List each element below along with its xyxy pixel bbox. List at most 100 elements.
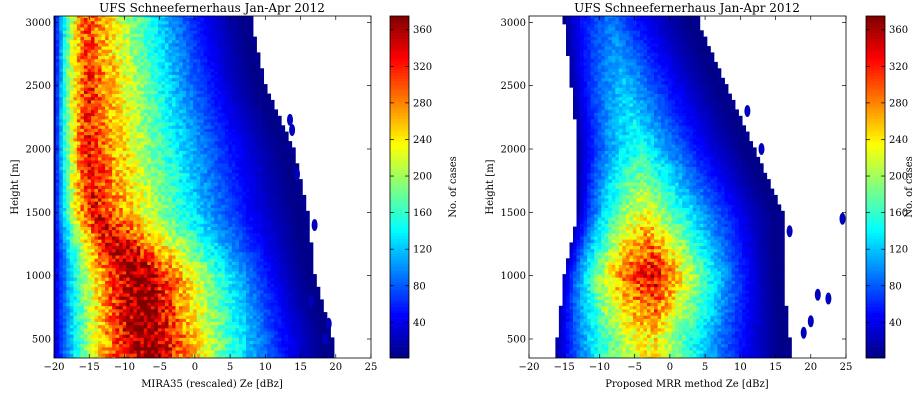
heatmap-cell [196, 280, 201, 284]
heatmap-cell [157, 267, 162, 272]
heatmap-cell [69, 188, 74, 193]
heatmap-cell [189, 204, 194, 208]
heatmap-cell [179, 217, 183, 221]
heatmap-cell [224, 182, 229, 186]
heatmap-cell [126, 198, 131, 202]
heatmap-cell [91, 147, 95, 151]
heatmap-cell [54, 163, 57, 167]
heatmap-cell [249, 337, 254, 341]
heatmap-cell [253, 220, 257, 224]
heatmap-cell [221, 289, 226, 294]
heatmap-cell [76, 185, 81, 189]
heatmap-cell [119, 242, 124, 246]
heatmap-cell [119, 302, 124, 307]
heatmap-cell [281, 315, 286, 319]
heatmap-cell [249, 286, 254, 291]
heatmap-cell [207, 327, 212, 332]
heatmap-cell [281, 207, 286, 212]
heatmap-cell [281, 270, 286, 275]
heatmap-cell [214, 217, 219, 221]
heatmap-cell [298, 213, 303, 218]
heatmap-cell [267, 185, 272, 189]
heatmap-cell [207, 277, 212, 281]
heatmap-cell [87, 299, 92, 303]
heatmap-cell [189, 242, 194, 246]
heatmap-cell [66, 182, 71, 186]
heatmap-cell [59, 156, 64, 161]
heatmap-cell [260, 220, 265, 224]
heatmap-cell [122, 163, 127, 167]
heatmap-cell [203, 321, 208, 326]
heatmap-cell [182, 204, 187, 208]
heatmap-cell [133, 289, 138, 294]
heatmap-cell [203, 179, 208, 183]
heatmap-cell [189, 270, 194, 275]
heatmap-cell [214, 188, 219, 193]
heatmap-cell [143, 160, 148, 164]
heatmap-cell [157, 324, 162, 329]
heatmap-cell [164, 261, 169, 265]
heatmap-cell [175, 191, 180, 196]
heatmap-cell [66, 160, 71, 164]
heatmap-cell [147, 270, 152, 275]
heatmap-cell [235, 261, 240, 265]
heatmap-cell [54, 150, 57, 155]
heatmap-cell [108, 229, 113, 234]
heatmap-cell [214, 163, 219, 167]
heatmap-cell [87, 204, 92, 208]
heatmap-cell [263, 191, 268, 196]
heatmap-cell [168, 207, 173, 212]
heatmap-cell [101, 160, 106, 164]
heatmap-cell [288, 217, 293, 221]
heatmap-cell [323, 350, 328, 354]
heatmap-cell [119, 201, 124, 205]
heatmap-cell [200, 340, 205, 345]
heatmap-cell [55, 172, 60, 177]
heatmap-cell [196, 318, 201, 322]
heatmap-cell [189, 172, 194, 177]
heatmap-cell [284, 286, 289, 291]
heatmap-cell [112, 160, 117, 164]
heatmap-cell [143, 182, 148, 186]
heatmap-cell [267, 204, 272, 208]
heatmap-cell [66, 220, 71, 224]
heatmap-cell [312, 286, 317, 291]
heatmap-cell [54, 280, 57, 284]
heatmap-cell [69, 226, 74, 231]
heatmap-cell [119, 226, 124, 231]
heatmap-cell [291, 147, 296, 151]
heatmap-cell [256, 153, 261, 158]
heatmap-cell [108, 185, 113, 189]
heatmap-cell [319, 302, 324, 307]
heatmap-cell [83, 147, 88, 151]
heatmap-cell [83, 318, 88, 322]
heatmap-cell [136, 201, 141, 205]
heatmap-cell [133, 264, 138, 269]
heatmap-cell [189, 343, 194, 348]
heatmap-cell [277, 172, 282, 177]
heatmap-cell [98, 321, 102, 326]
heatmap-cell [284, 258, 289, 262]
heatmap-cell [66, 169, 71, 174]
heatmap-cell [228, 169, 233, 174]
heatmap-cell [270, 312, 275, 316]
heatmap-cell [327, 337, 331, 341]
heatmap-cell [87, 182, 92, 186]
heatmap-cell [302, 242, 307, 246]
heatmap-cell [249, 293, 254, 297]
heatmap-cell [172, 343, 176, 348]
heatmap-cell [238, 201, 243, 205]
heatmap-cell [224, 169, 229, 174]
heatmap-cell [83, 350, 88, 354]
heatmap-cell [83, 270, 88, 275]
heatmap-cell [73, 166, 78, 170]
heatmap-cell [270, 264, 275, 269]
heatmap-cell [281, 312, 286, 316]
heatmap-cell [284, 175, 289, 180]
heatmap-cell [228, 182, 233, 186]
heatmap-cell [112, 305, 117, 310]
heatmap-cell [242, 302, 247, 307]
heatmap-cell [305, 327, 310, 332]
heatmap-cell [161, 315, 166, 319]
heatmap-cell [238, 324, 243, 329]
